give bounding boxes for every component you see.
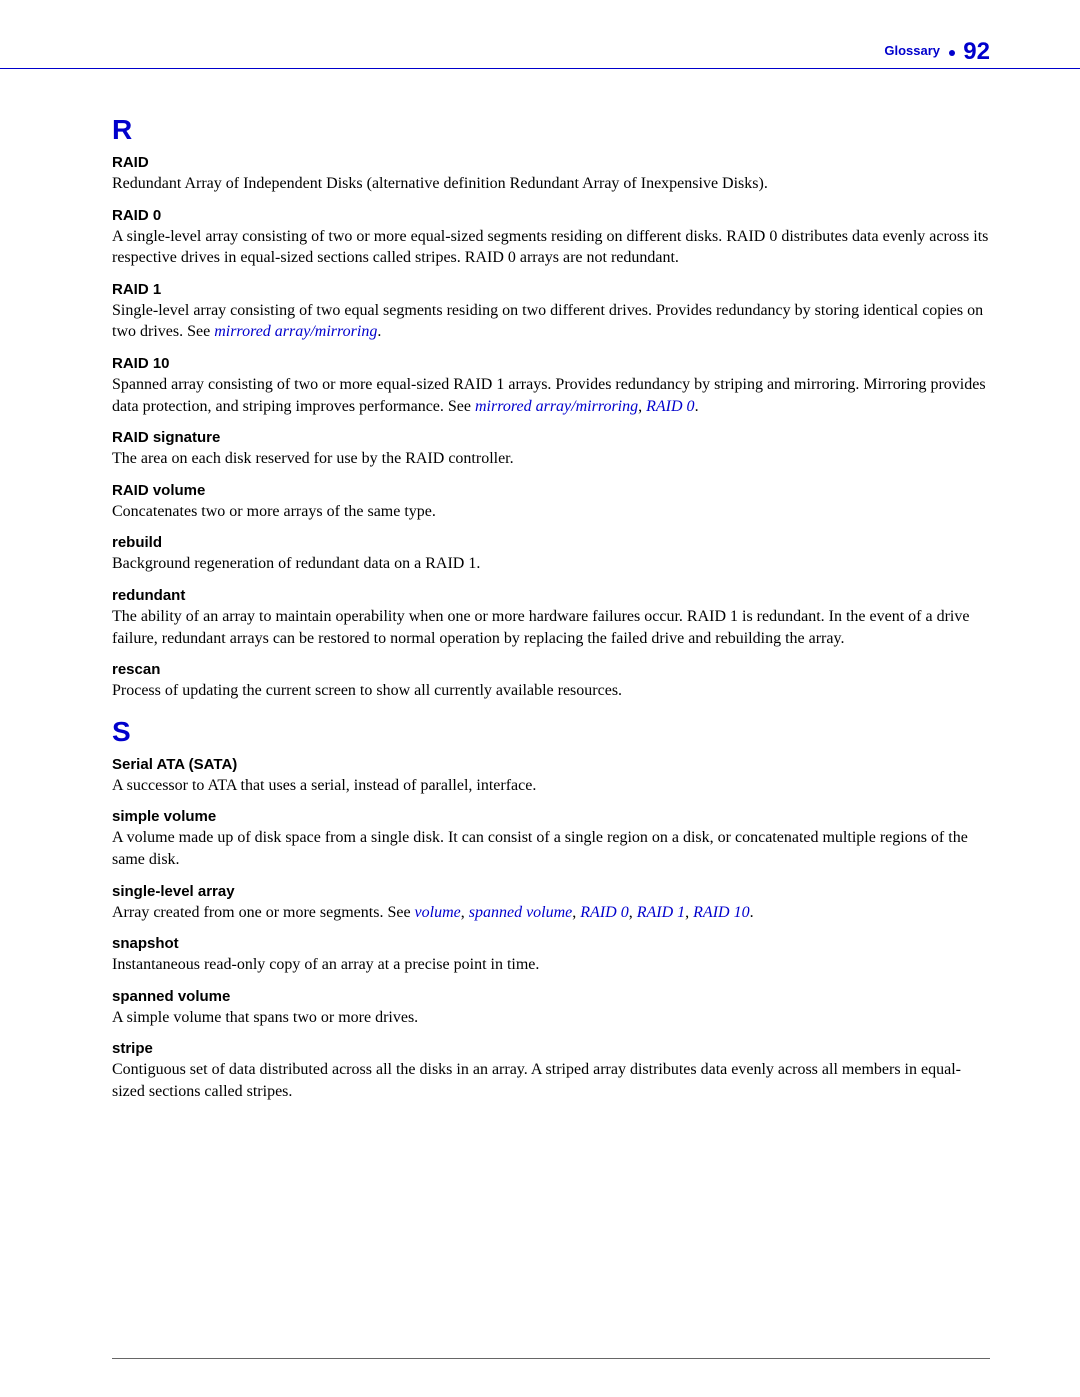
definition: A single-level array consisting of two o…: [112, 226, 990, 269]
glossary-entry: RAID 1 Single-level array consisting of …: [112, 281, 990, 343]
glossary-entry: stripe Contiguous set of data distribute…: [112, 1040, 990, 1102]
glossary-entry: Serial ATA (SATA) A successor to ATA tha…: [112, 756, 990, 797]
header-label: Glossary: [884, 43, 940, 58]
glossary-entry: rebuild Background regeneration of redun…: [112, 534, 990, 575]
glossary-entry: single-level array Array created from on…: [112, 883, 990, 924]
glossary-entry: RAID Redundant Array of Independent Disk…: [112, 154, 990, 195]
def-text: ,: [638, 398, 646, 415]
glossary-entry: simple volume A volume made up of disk s…: [112, 808, 990, 870]
term: RAID 1: [112, 281, 990, 298]
definition: Instantaneous read-only copy of an array…: [112, 954, 990, 976]
definition: A volume made up of disk space from a si…: [112, 827, 990, 870]
def-text: ,: [685, 904, 693, 921]
link-raid0[interactable]: RAID 0: [580, 904, 628, 921]
definition: Redundant Array of Independent Disks (al…: [112, 173, 990, 195]
glossary-entry: spanned volume A simple volume that span…: [112, 988, 990, 1029]
term: rescan: [112, 661, 990, 678]
header-rule: [0, 68, 1080, 69]
def-text: ,: [629, 904, 637, 921]
term: redundant: [112, 587, 990, 604]
glossary-entry: RAID signature The area on each disk res…: [112, 429, 990, 470]
definition: Background regeneration of redundant dat…: [112, 553, 990, 575]
link-raid0[interactable]: RAID 0: [646, 398, 694, 415]
link-raid10[interactable]: RAID 10: [693, 904, 749, 921]
link-volume[interactable]: volume: [415, 904, 461, 921]
definition: Spanned array consisting of two or more …: [112, 374, 990, 417]
def-text: .: [695, 398, 699, 415]
term: stripe: [112, 1040, 990, 1057]
section-letter-r: R: [112, 114, 990, 146]
header-bullet-icon: [949, 50, 955, 56]
definition: Process of updating the current screen t…: [112, 680, 990, 702]
glossary-entry: redundant The ability of an array to mai…: [112, 587, 990, 649]
term: RAID 10: [112, 355, 990, 372]
term: single-level array: [112, 883, 990, 900]
definition: A simple volume that spans two or more d…: [112, 1007, 990, 1029]
glossary-entry: snapshot Instantaneous read-only copy of…: [112, 935, 990, 976]
term: RAID: [112, 154, 990, 171]
definition: The area on each disk reserved for use b…: [112, 448, 990, 470]
content-area: R RAID Redundant Array of Independent Di…: [112, 100, 990, 1114]
page-number: 92: [963, 38, 990, 66]
def-text: .: [377, 323, 381, 340]
term: RAID signature: [112, 429, 990, 446]
term: Serial ATA (SATA): [112, 756, 990, 773]
term: simple volume: [112, 808, 990, 825]
link-mirrored-array[interactable]: mirrored array/mirroring: [214, 323, 377, 340]
definition: Single-level array consisting of two equ…: [112, 300, 990, 343]
definition: Contiguous set of data distributed acros…: [112, 1059, 990, 1102]
definition: Array created from one or more segments.…: [112, 902, 990, 924]
link-mirrored-array[interactable]: mirrored array/mirroring: [475, 398, 638, 415]
glossary-entry: rescan Process of updating the current s…: [112, 661, 990, 702]
link-raid1[interactable]: RAID 1: [637, 904, 685, 921]
glossary-entry: RAID 10 Spanned array consisting of two …: [112, 355, 990, 417]
term: snapshot: [112, 935, 990, 952]
term: RAID volume: [112, 482, 990, 499]
definition: The ability of an array to maintain oper…: [112, 606, 990, 649]
def-text: ,: [461, 904, 469, 921]
glossary-entry: RAID 0 A single-level array consisting o…: [112, 207, 990, 269]
term: RAID 0: [112, 207, 990, 224]
term: rebuild: [112, 534, 990, 551]
glossary-entry: RAID volume Concatenates two or more arr…: [112, 482, 990, 523]
section-letter-s: S: [112, 716, 990, 748]
def-text: Array created from one or more segments.…: [112, 904, 415, 921]
footer-rule: [112, 1358, 990, 1359]
definition: A successor to ATA that uses a serial, i…: [112, 775, 990, 797]
def-text: .: [750, 904, 754, 921]
link-spanned-volume[interactable]: spanned volume: [469, 904, 573, 921]
term: spanned volume: [112, 988, 990, 1005]
definition: Concatenates two or more arrays of the s…: [112, 501, 990, 523]
